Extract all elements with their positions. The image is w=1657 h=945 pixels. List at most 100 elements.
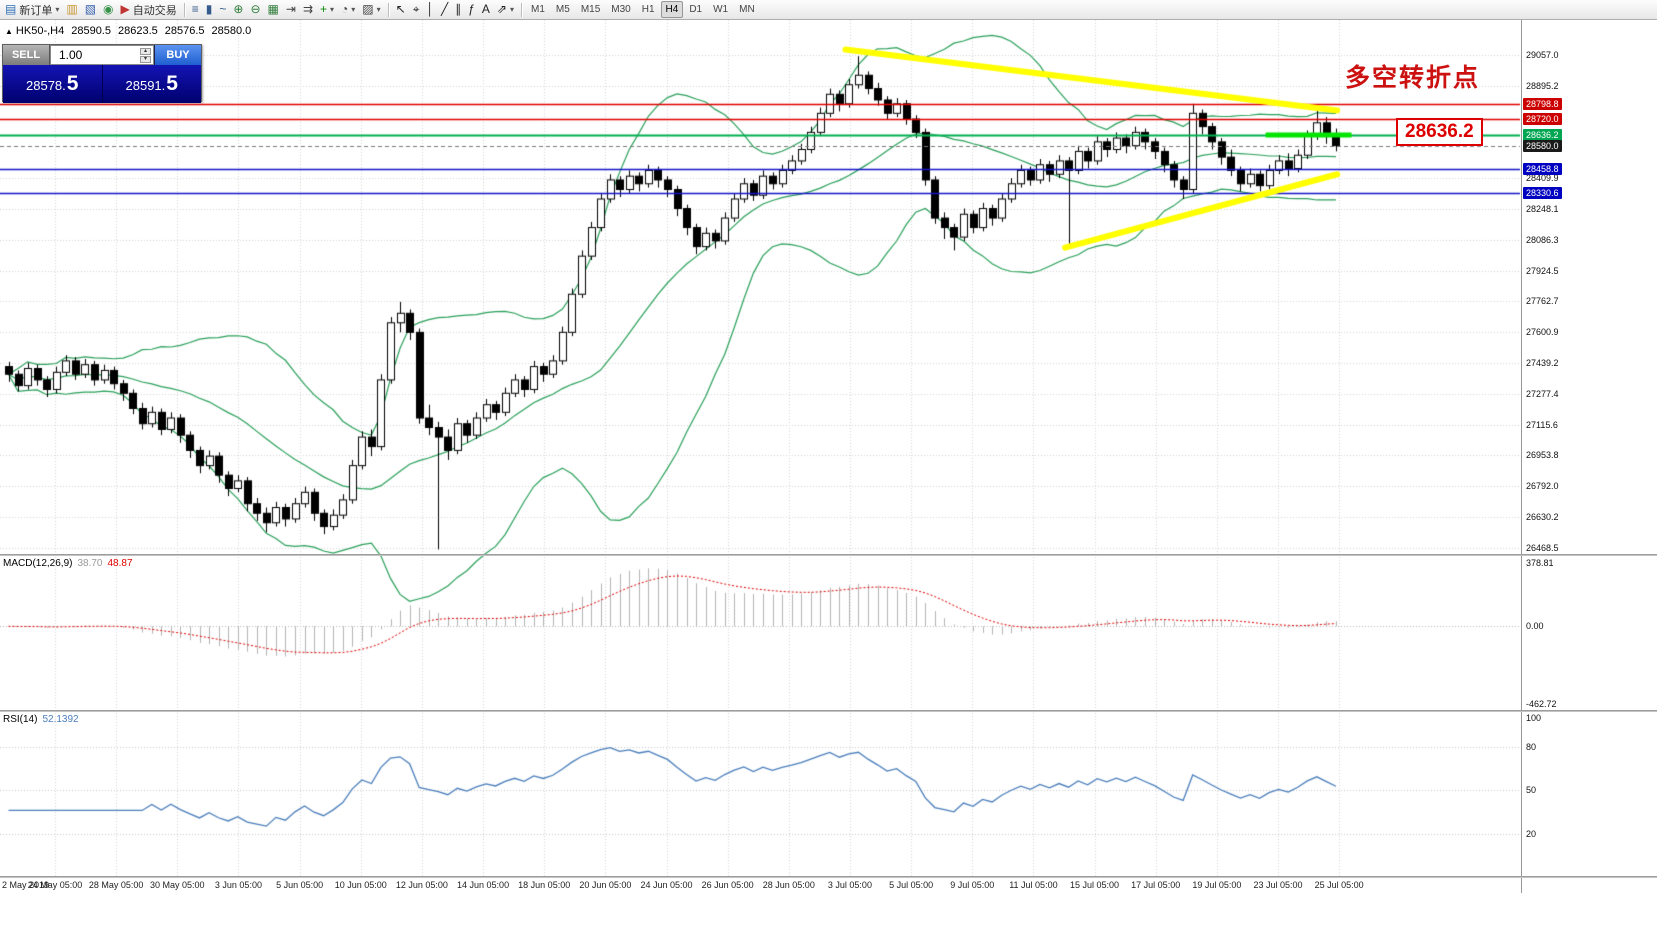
line-chart-button[interactable]: ~ <box>216 1 229 18</box>
volume-value: 1.00 <box>59 48 83 62</box>
symbol-info-bar: ▲ HK50-,H4 28590.5 28623.5 28576.5 28580.0 <box>5 25 258 37</box>
time-axis-label: 2 May 2019 <box>2 880 50 890</box>
cursor-icon: ↖ <box>395 2 406 16</box>
toolbar-separator <box>183 2 185 17</box>
buy-price-button[interactable]: 28591. 5 <box>103 65 202 103</box>
volume-down-button[interactable]: ▾ <box>140 55 151 63</box>
chart-profile-icon: ▥ <box>66 2 78 16</box>
time-axis-label: 30 May 05:00 <box>150 880 205 890</box>
macd-name: MACD(12,26,9) <box>3 558 73 569</box>
candle-chart-icon: ▮ <box>205 2 213 16</box>
macd-axis-tick: -462.72 <box>1526 698 1557 709</box>
zoom-out-button[interactable]: ⊖ <box>247 1 263 18</box>
auto-trading-button[interactable]: ▶ 自动交易 <box>118 1 180 18</box>
fibonacci-button[interactable]: ƒ <box>465 1 478 18</box>
price-prefix: 28578. <box>26 78 66 93</box>
vertical-line-button[interactable]: │ <box>423 1 437 18</box>
price-axis-tick: 26630.2 <box>1526 512 1559 523</box>
cursor-button[interactable]: ↖ <box>393 1 409 18</box>
chart-profile-button[interactable]: ▥ <box>63 1 80 18</box>
zoom-in-icon: ⊕ <box>233 2 244 16</box>
market-watch-button[interactable]: ▧ <box>82 1 99 18</box>
time-axis-label: 12 Jun 05:00 <box>395 880 448 890</box>
time-axis-label: 19 Jul 05:00 <box>1192 880 1242 890</box>
arrows-button[interactable]: ⇗ ▾ <box>494 1 517 18</box>
sell-price-button[interactable]: 28578. 5 <box>3 65 103 103</box>
price-axis-tick: 27600.9 <box>1526 327 1559 338</box>
zoom-in-button[interactable]: ⊕ <box>230 1 246 18</box>
trendline-button[interactable]: ╱ <box>438 1 451 18</box>
volume-up-button[interactable]: ▴ <box>140 47 151 55</box>
time-axis-label: 25 Jul 05:00 <box>1314 880 1364 890</box>
rsi-axis-tick: 100 <box>1526 712 1542 723</box>
timeframe-h4-button[interactable]: H4 <box>660 1 684 18</box>
time-axis-label: 5 Jul 05:00 <box>889 880 934 890</box>
rsi-axis-tick: 80 <box>1526 741 1537 752</box>
macd-main-value: 38.70 <box>77 558 103 569</box>
navigator-button[interactable]: ◉ <box>100 1 116 18</box>
bar-high: 28623.5 <box>117 25 158 37</box>
new-order-icon: ▤ <box>5 2 17 16</box>
timeframe-h1-button[interactable]: H1 <box>641 4 655 15</box>
candle-chart-button[interactable]: ▮ <box>203 1 216 18</box>
time-axis-label: 3 Jul 05:00 <box>827 880 872 890</box>
macd-indicator-label: MACD(12,26,9) 38.70 48.87 <box>3 558 133 569</box>
buy-button[interactable]: BUY <box>154 45 201 65</box>
price-axis-tick: 28409.9 <box>1526 173 1559 184</box>
pane-separator[interactable] <box>0 554 1657 556</box>
indicators-button[interactable]: + ▾ <box>317 1 337 18</box>
auto-trading-icon: ▶ <box>120 2 130 16</box>
auto-scroll-button[interactable]: ⇉ <box>300 1 316 18</box>
crosshair-button[interactable]: ⌖ <box>410 1 423 18</box>
chart-shift-icon: ⇥ <box>285 2 296 16</box>
indicators-icon: + <box>320 2 328 16</box>
price-axis-tick: 28248.1 <box>1526 203 1559 214</box>
time-axis-label: 28 Jun 05:00 <box>762 880 815 890</box>
periods-icon: ◔ <box>341 2 349 16</box>
price-level-badge: 28720.0 <box>1523 113 1562 126</box>
time-axis-label: 26 Jun 05:00 <box>701 880 754 890</box>
bar-chart-button[interactable]: ≡ <box>189 1 202 18</box>
timeframe-w1-button[interactable]: W1 <box>713 4 729 15</box>
pane-separator[interactable] <box>0 876 1657 878</box>
navigator-icon: ◉ <box>103 2 114 16</box>
templates-button[interactable]: ▨ ▾ <box>359 1 383 18</box>
timeframe-m15-button[interactable]: M15 <box>580 4 601 15</box>
periods-caret-icon: ▾ <box>351 5 356 14</box>
channel-button[interactable]: ∥ <box>452 1 464 18</box>
time-axis-label: 18 Jun 05:00 <box>518 880 571 890</box>
time-axis-label: 28 May 05:00 <box>88 880 144 890</box>
timeframe-mn-button[interactable]: MN <box>739 4 755 15</box>
time-axis-label: 5 Jun 05:00 <box>276 880 324 890</box>
timeframe-m5-button[interactable]: M5 <box>555 4 570 15</box>
price-axis-tick: 27277.4 <box>1526 388 1559 399</box>
toolbar-separator <box>387 2 389 17</box>
time-axis-label: 3 Jun 05:00 <box>214 880 262 890</box>
channel-icon: ∥ <box>455 2 462 16</box>
trendline-icon: ╱ <box>440 2 449 16</box>
timeframe-m30-button[interactable]: M30 <box>611 4 631 15</box>
timeframe-d1-button[interactable]: D1 <box>689 4 703 15</box>
price-axis-border <box>1521 20 1522 893</box>
timeframe-m1-button[interactable]: M1 <box>531 4 545 15</box>
text-icon: A <box>481 2 490 16</box>
price-big-digit: 5 <box>66 72 79 95</box>
vertical-line-icon: │ <box>426 2 434 16</box>
sell-button[interactable]: SELL <box>3 45 50 65</box>
bar-chart-icon: ≡ <box>191 2 199 16</box>
price-prefix: 28591. <box>125 78 166 93</box>
text-button[interactable]: A <box>479 1 493 18</box>
periods-button[interactable]: ◔ ▾ <box>338 1 358 18</box>
auto-trading-label: 自动交易 <box>132 4 177 17</box>
volume-input[interactable]: 1.00 ▴ ▾ <box>50 45 154 65</box>
tile-windows-button[interactable]: ▦ <box>265 1 282 18</box>
new-order-caret-icon: ▾ <box>55 5 60 14</box>
pane-separator[interactable] <box>0 710 1657 712</box>
new-order-button[interactable]: ▤ 新订单 ▾ <box>2 1 62 18</box>
one-click-trading-panel: SELL 1.00 ▴ ▾ BUY 28578. 5 28591. 5 <box>2 44 202 103</box>
time-axis-label: 24 Jun 05:00 <box>640 880 693 890</box>
chart-shift-button[interactable]: ⇥ <box>283 1 299 18</box>
bar-close: 28580.0 <box>211 25 252 37</box>
macd-axis-tick: 0.00 <box>1526 621 1544 632</box>
